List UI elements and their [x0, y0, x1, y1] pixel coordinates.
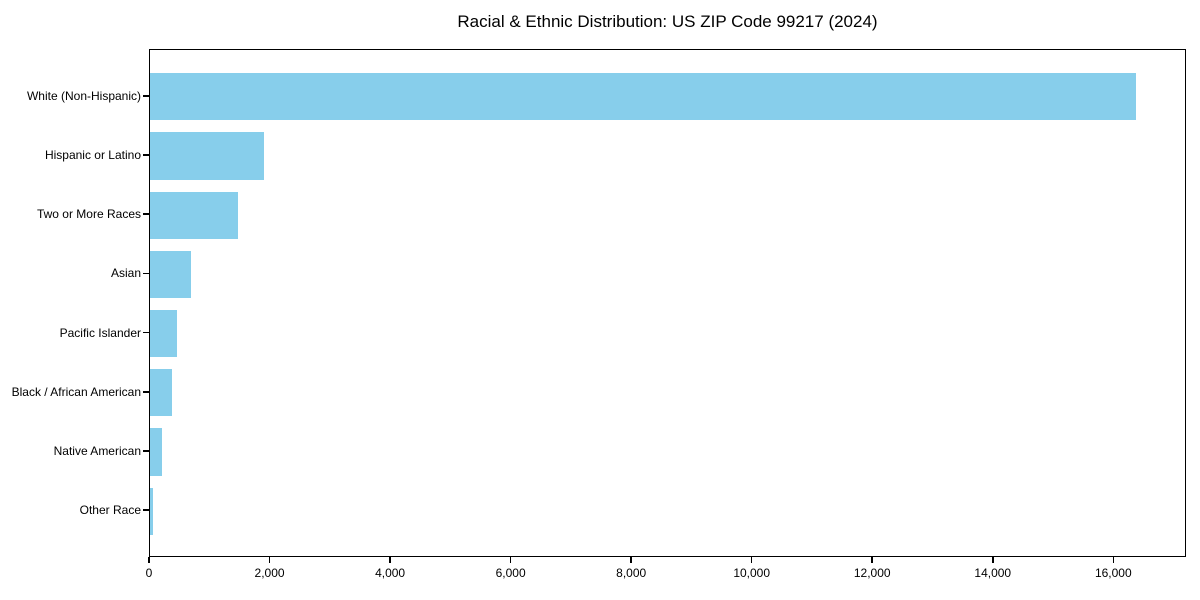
- x-tick-label: 16,000: [1094, 566, 1132, 580]
- x-tick-mark: [992, 557, 994, 563]
- x-tick-mark: [268, 557, 271, 563]
- x-tick-label: 0: [145, 566, 153, 580]
- x-tick-label: 8,000: [616, 566, 647, 580]
- y-tick-label-black-african-american: Black / African American: [11, 384, 141, 399]
- x-tick-label: 6,000: [495, 566, 526, 580]
- bar-hispanic-or-latino: [150, 132, 265, 180]
- x-tick-label: 4,000: [375, 566, 406, 580]
- y-tick-mark: [143, 154, 149, 156]
- y-tick-mark: [143, 509, 149, 511]
- y-tick-label-asian: Asian: [110, 266, 141, 281]
- y-tick-label-hispanic-or-latino: Hispanic or Latino: [44, 147, 141, 162]
- y-tick-mark: [143, 272, 149, 275]
- x-tick-mark: [1112, 557, 1115, 563]
- bar-two-or-more-races: [150, 191, 239, 239]
- x-tick-label: 12,000: [853, 566, 891, 580]
- y-tick-mark: [143, 95, 149, 97]
- x-tick-mark: [750, 557, 753, 563]
- x-tick-label: 14,000: [974, 566, 1012, 580]
- x-tick-mark: [871, 557, 873, 563]
- bar-asian: [150, 250, 191, 299]
- y-tick-mark: [143, 331, 149, 334]
- y-tick-mark: [143, 450, 149, 452]
- bar-other-race: [150, 487, 153, 535]
- x-tick-label: 2,000: [254, 566, 285, 580]
- y-tick-label-two-or-more-races: Two or More Races: [36, 207, 141, 222]
- bar-native-american: [150, 428, 162, 476]
- y-tick-mark: [143, 391, 149, 393]
- bar-white-non-hispanic: [150, 73, 1136, 121]
- x-tick-mark: [509, 557, 512, 563]
- x-tick-label: 10,000: [733, 566, 771, 580]
- x-tick-mark: [389, 557, 391, 563]
- bar-pacific-islander: [150, 309, 177, 358]
- y-tick-label-other-race: Other Race: [79, 503, 141, 518]
- plot-area: [149, 49, 1186, 557]
- y-tick-mark: [143, 213, 149, 215]
- y-tick-label-pacific-islander: Pacific Islander: [59, 325, 141, 340]
- bar-black-african-american: [150, 369, 172, 417]
- chart-title: Racial & Ethnic Distribution: US ZIP Cod…: [457, 12, 878, 31]
- y-tick-label-native-american: Native American: [53, 444, 141, 459]
- x-tick-mark: [630, 557, 632, 563]
- y-tick-label-white-non-hispanic: White (Non-Hispanic): [26, 88, 141, 103]
- x-tick-mark: [148, 557, 150, 563]
